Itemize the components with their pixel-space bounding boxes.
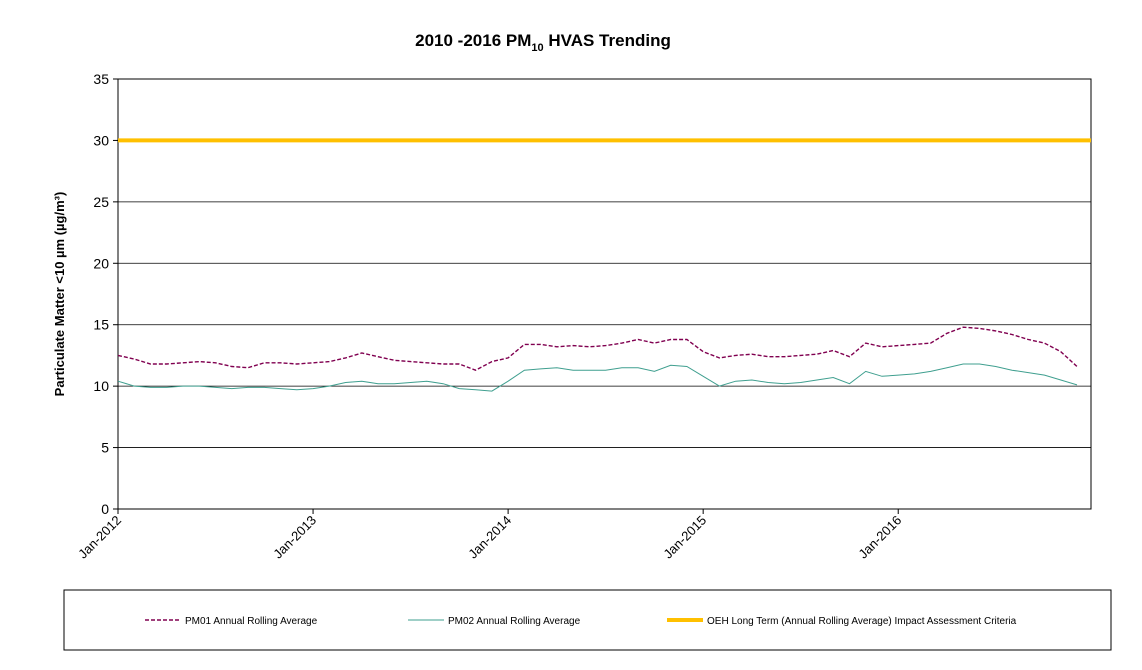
- y-tick-label: 0: [101, 501, 109, 517]
- x-tick-label: Jan-2016: [855, 513, 904, 562]
- series-line: [117, 363, 1078, 392]
- y-tick-label: 30: [93, 132, 109, 148]
- plot-area: [117, 78, 1092, 510]
- title-main: 2010 -2016 PM: [415, 31, 531, 50]
- chart-title: 2010 -2016 PM10 HVAS Trending: [415, 31, 671, 54]
- title-rest: HVAS Trending: [544, 31, 671, 50]
- legend-label: PM02 Annual Rolling Average: [448, 616, 581, 627]
- x-tick-label: Jan-2013: [270, 513, 319, 562]
- legend-box: [63, 589, 1112, 651]
- y-tick-label: 25: [93, 194, 109, 210]
- x-tick-label: Jan-2015: [660, 513, 709, 562]
- y-tick-label: 35: [93, 71, 109, 87]
- legend-label: PM01 Annual Rolling Average: [185, 616, 318, 627]
- y-tick-label: 15: [93, 317, 109, 333]
- title-sub: 10: [531, 42, 543, 54]
- series-line: [117, 326, 1078, 371]
- y-tick-label: 20: [93, 255, 109, 271]
- y-tick-label: 10: [93, 378, 109, 394]
- legend-label: OEH Long Term (Annual Rolling Average) I…: [707, 616, 1017, 627]
- y-axis-label: Particulate Matter <10 µm (µg/m³): [52, 192, 67, 397]
- x-tick-label: Jan-2014: [465, 513, 514, 562]
- y-tick-label: 5: [101, 440, 109, 456]
- x-tick-label: Jan-2012: [75, 513, 124, 562]
